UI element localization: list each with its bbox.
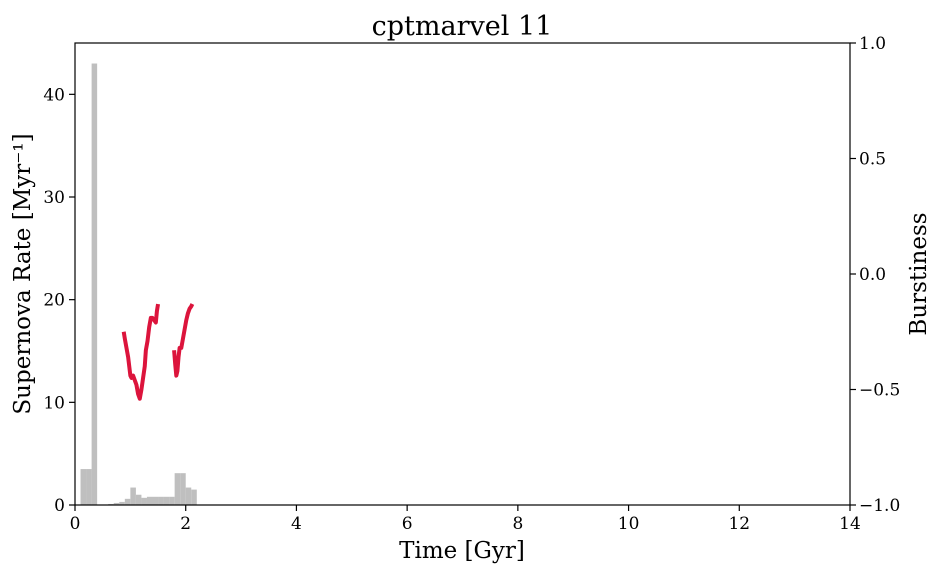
- histogram-bar-2: [91, 63, 98, 505]
- y2-tick-label-2: 0.0: [859, 265, 886, 285]
- histogram-bar-10: [146, 496, 153, 505]
- histogram-bar-11: [152, 496, 159, 505]
- histogram-bar-5: [119, 501, 125, 505]
- y-tick-label-0: 0: [54, 496, 65, 516]
- histogram-bar-9: [141, 497, 147, 505]
- y-tick-label-3: 30: [43, 188, 65, 208]
- histogram-bars: [80, 63, 197, 505]
- y2-axis-ticks: −1.0 −0.5 0.0 0.5 1.0: [850, 34, 900, 516]
- histogram-bar-15: [174, 473, 181, 505]
- x-tick-label-4: 8: [512, 514, 523, 534]
- histogram-bar-1: [86, 469, 92, 505]
- y-axis-ticks: 0 10 20 30 40: [43, 85, 75, 516]
- histogram-bar-8: [135, 494, 142, 505]
- y2-tick-label-0: −1.0: [859, 496, 900, 516]
- x-tick-label-0: 0: [70, 514, 81, 534]
- y2-tick-label-1: −0.5: [859, 381, 900, 401]
- histogram-bar-12: [158, 496, 164, 505]
- histogram-bar-17: [185, 487, 192, 505]
- y2-tick-label-4: 1.0: [859, 34, 886, 54]
- histogram-bar-4: [113, 502, 120, 505]
- x-tick-label-5: 10: [618, 514, 640, 534]
- y-tick-label-1: 10: [43, 393, 65, 413]
- histogram-bar-14: [169, 496, 175, 505]
- histogram-bar-13: [163, 496, 170, 505]
- y-axis-label: Supernova Rate [Myr⁻¹]: [10, 133, 36, 414]
- histogram-bar-16: [180, 473, 186, 505]
- chart-title: cptmarvel 11: [372, 11, 553, 42]
- x-tick-label-2: 4: [291, 514, 302, 534]
- histogram-bar-0: [80, 469, 87, 505]
- y-tick-label-2: 20: [43, 291, 65, 311]
- x-axis-label: Time [Gyr]: [399, 538, 525, 564]
- x-tick-label-3: 6: [402, 514, 413, 534]
- y-tick-label-4: 40: [43, 85, 65, 105]
- histogram-bar-7: [130, 487, 136, 505]
- burstiness-lines: [121, 303, 195, 401]
- y2-axis-label: Burstiness: [906, 212, 932, 335]
- x-tick-label-1: 2: [180, 514, 191, 534]
- x-axis-ticks: 0 2 4 6 8 10 12 14: [70, 505, 861, 534]
- x-tick-label-7: 14: [839, 514, 861, 534]
- x-tick-label-6: 12: [728, 514, 750, 534]
- burstiness-line-0: [121, 303, 161, 401]
- plot-frame: [74, 42, 851, 506]
- histogram-bar-6: [124, 498, 131, 505]
- y2-tick-label-3: 0.5: [859, 150, 886, 170]
- burstiness-line-1: [172, 303, 195, 378]
- histogram-bar-18: [191, 489, 197, 505]
